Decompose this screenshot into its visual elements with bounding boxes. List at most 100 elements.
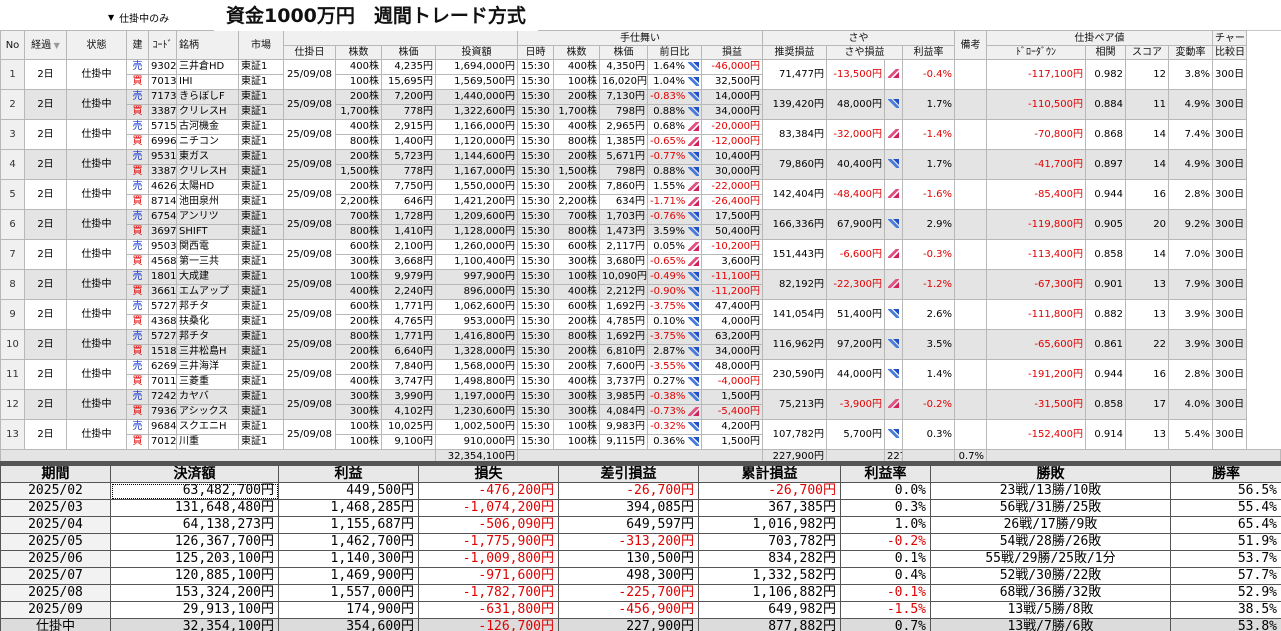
meigara-cell[interactable]: アンリツ [176, 209, 239, 225]
col-shikake-bi[interactable]: 仕掛日 [283, 45, 336, 60]
biko-cell[interactable] [954, 299, 987, 330]
col-shijo[interactable]: 市場 [238, 30, 284, 60]
table-row[interactable]: 買 1518 三井松島H 東証1 200株 6,640円 1,328,000円 15:30 20… [1, 344, 1281, 360]
table-row[interactable]: 3 2日 仕掛中売 5715 古河機金 東証1 25/09/08 400株 2,915円 1,16… [0, 119, 1281, 150]
table-row[interactable]: 買 4368 扶桑化 東証1 200株 4,765円 953,000円 15:30 200株 4,… [1, 314, 1281, 330]
col-soneki[interactable]: 損益 [701, 45, 763, 60]
meigara-cell[interactable]: エムアップ [176, 284, 239, 300]
filter-dropdown[interactable]: ▼ 仕掛中のみ [108, 10, 169, 25]
row-number[interactable]: 2 [0, 89, 25, 120]
col-code[interactable]: ｺｰﾄﾞ [148, 30, 177, 60]
table-row[interactable]: 12 2日 仕掛中売 7242 カヤバ 東証1 25/09/08 300株 3,990円 1,19… [0, 389, 1281, 420]
meigara-cell[interactable]: SHIFT [176, 224, 239, 240]
col-keika[interactable]: 経過 ▼ [24, 30, 67, 60]
col-no[interactable]: No [0, 30, 25, 60]
meigara-cell[interactable]: 第一三共 [176, 254, 239, 270]
meigara-cell[interactable]: 三井海洋 [176, 359, 239, 375]
summary-row[interactable]: 2025/02 63,482,700円 449,500円 -476,200円 -26,7… [0, 482, 1281, 500]
meigara-cell[interactable]: 邦チタ [176, 329, 239, 345]
table-row[interactable]: 9 2日 仕掛中売 5727 邦チタ 東証1 25/09/08 600株 1,771円 1,062… [0, 299, 1281, 330]
table-row[interactable]: 買 3697 SHIFT 東証1 800株 1,410円 1,128,000円 15:30 80… [1, 224, 1281, 240]
col-rieki-ritsu[interactable]: 利益率 [902, 45, 955, 60]
sum-col-ritsu[interactable]: 利益率 [840, 465, 931, 483]
row-number[interactable]: 8 [0, 269, 25, 300]
col-hendo[interactable]: 変動率 [1168, 45, 1213, 60]
biko-cell[interactable] [954, 119, 987, 150]
table-row[interactable]: 4 2日 仕掛中売 9531 東ガス 東証1 25/09/08 200株 5,723円 1,144… [0, 149, 1281, 180]
meigara-cell[interactable]: 三井倉HD [176, 59, 239, 75]
col-zenjitsuhi[interactable]: 前日比 [647, 45, 702, 60]
biko-cell[interactable] [954, 149, 987, 180]
col-kabusu[interactable]: 株数 [335, 45, 382, 60]
sum-col-kessai[interactable]: 決済額 [110, 465, 279, 483]
row-number[interactable]: 6 [0, 209, 25, 240]
col-meigara[interactable]: 銘柄 [176, 30, 239, 60]
summary-row[interactable]: 2025/03 131,648,480円 1,468,285円 -1,074,200円… [0, 499, 1281, 517]
col-biko[interactable]: 備考 [954, 30, 987, 60]
row-number[interactable]: 1 [0, 59, 25, 90]
summary-row[interactable]: 2025/06 125,203,100円 1,140,300円 -1,009,800円… [0, 550, 1281, 568]
table-row[interactable]: 買 7936 アシックス 東証1 300株 4,102円 1,230,600円 15:30 30… [1, 404, 1281, 420]
summary-row[interactable]: 2025/05 126,367,700円 1,462,700円 -1,775,900円… [0, 533, 1281, 551]
meigara-cell[interactable]: 太陽HD [176, 179, 239, 195]
meigara-cell[interactable]: カヤバ [176, 389, 239, 405]
table-row[interactable]: 買 4568 第一三共 東証1 300株 3,668円 1,100,400円 15:30 300… [1, 254, 1281, 270]
col-drawdown[interactable]: ﾄﾞﾛｰﾀﾞｳﾝ [986, 45, 1086, 60]
row-number[interactable]: 7 [0, 239, 25, 270]
summary-row[interactable]: 2025/08 153,324,200円 1,557,000円 -1,782,700円… [0, 584, 1281, 602]
row-number[interactable]: 9 [0, 299, 25, 330]
col-hikaku[interactable]: 比較日 [1212, 45, 1247, 60]
meigara-cell[interactable]: 邦チタ [176, 299, 239, 315]
row-number[interactable]: 3 [0, 119, 25, 150]
table-row[interactable]: 買 7012 川重 東証1 100株 9,100円 910,000円 15:30 100株 9,1… [1, 434, 1281, 450]
table-row[interactable]: 11 2日 仕掛中売 6269 三井海洋 東証1 25/09/08 200株 7,840円 1,5… [0, 359, 1281, 390]
meigara-cell[interactable]: 三菱重 [176, 374, 239, 390]
col-saya-soneki[interactable]: さや損益 [826, 45, 903, 60]
col-t-kabuka[interactable]: 株価 [599, 45, 648, 60]
meigara-cell[interactable]: 池田泉州 [176, 194, 239, 210]
col-score[interactable]: スコア [1125, 45, 1169, 60]
table-row[interactable]: 7 2日 仕掛中売 9503 関西電 東証1 25/09/08 600株 2,100円 1,260… [0, 239, 1281, 270]
biko-cell[interactable] [954, 389, 987, 420]
summary-row[interactable]: 仕掛中 32,354,100円 354,600円 -126,700円 227,900円 8… [0, 618, 1281, 631]
row-number[interactable]: 11 [0, 359, 25, 390]
col-jotai[interactable]: 状態 [66, 30, 127, 60]
row-number[interactable]: 4 [0, 149, 25, 180]
biko-cell[interactable] [954, 59, 987, 90]
meigara-cell[interactable]: アシックス [176, 404, 239, 420]
sum-col-sonshitsu[interactable]: 損失 [418, 465, 559, 483]
table-row[interactable]: 買 7011 三菱重 東証1 400株 3,747円 1,498,800円 15:30 400株… [1, 374, 1281, 390]
col-sokan[interactable]: 相関 [1085, 45, 1126, 60]
meigara-cell[interactable]: スクエニH [176, 419, 239, 435]
sum-col-shohai[interactable]: 勝敗 [930, 465, 1171, 483]
sum-col-sashihiki[interactable]: 差引損益 [558, 465, 699, 483]
col-jiji[interactable]: 日時 [517, 45, 554, 60]
summary-row[interactable]: 2025/09 29,913,100円 174,900円 -631,800円 -456,… [0, 601, 1281, 619]
biko-cell[interactable] [954, 419, 987, 450]
col-suisho[interactable]: 推奨損益 [762, 45, 827, 60]
table-row[interactable]: 8 2日 仕掛中売 1801 大成建 東証1 25/09/08 100株 9,979円 997,9… [0, 269, 1281, 300]
meigara-cell[interactable]: 扶桑化 [176, 314, 239, 330]
biko-cell[interactable] [954, 359, 987, 390]
sum-col-shoritsu[interactable]: 勝率 [1170, 465, 1281, 483]
sum-col-kikan[interactable]: 期間 [0, 465, 111, 483]
row-number[interactable]: 13 [0, 419, 25, 450]
sum-col-rieki[interactable]: 利益 [278, 465, 419, 483]
meigara-cell[interactable]: IHI [176, 74, 239, 90]
dropdown-arrow-icon[interactable]: ▼ [108, 13, 115, 22]
biko-cell[interactable] [954, 209, 987, 240]
meigara-cell[interactable]: 三井松島H [176, 344, 239, 360]
meigara-cell[interactable]: 大成建 [176, 269, 239, 285]
table-row[interactable]: 10 2日 仕掛中売 5727 邦チタ 東証1 25/09/08 800株 1,771円 1,41… [0, 329, 1281, 360]
summary-row[interactable]: 2025/04 64,138,273円 1,155,687円 -506,090円 649… [0, 516, 1281, 534]
biko-cell[interactable] [954, 269, 987, 300]
meigara-cell[interactable]: 川重 [176, 434, 239, 450]
biko-cell[interactable] [954, 329, 987, 360]
meigara-cell[interactable]: きらぼしF [176, 89, 239, 105]
summary-row[interactable]: 2025/07 120,885,100円 1,469,900円 -971,600円 49… [0, 567, 1281, 585]
biko-cell[interactable] [954, 179, 987, 210]
biko-cell[interactable] [954, 89, 987, 120]
col-kabuka[interactable]: 株価 [381, 45, 436, 60]
table-row[interactable]: 13 2日 仕掛中売 9684 スクエニH 東証1 25/09/08 100株 10,025円 1… [0, 419, 1281, 450]
col-toshigaku[interactable]: 投資額 [435, 45, 518, 60]
